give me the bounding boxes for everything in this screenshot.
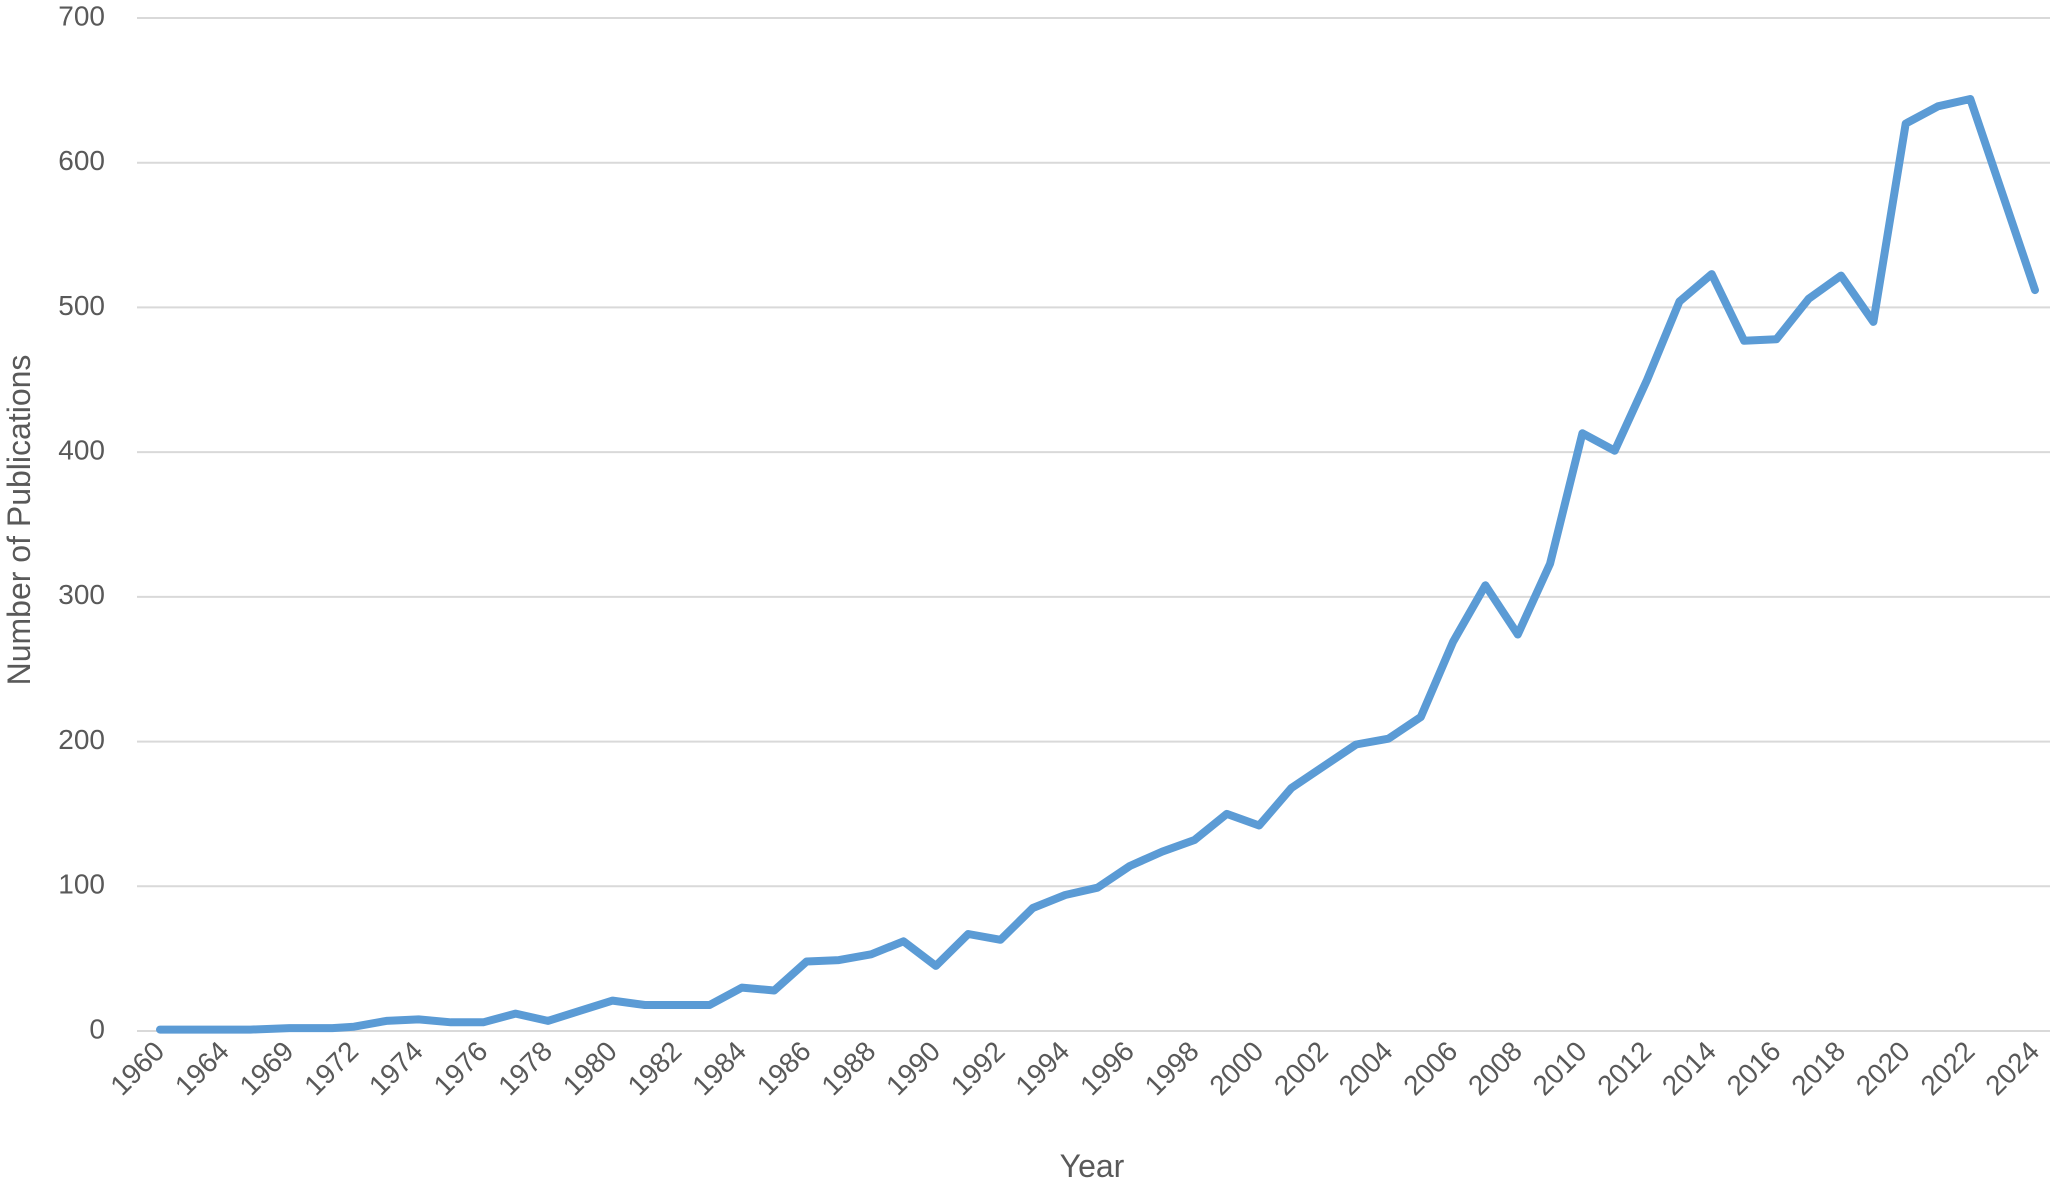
x-tick-label: 1988 [815,1035,881,1101]
x-tick-label: 2010 [1527,1035,1593,1101]
x-axis-ticks: 1960196419691972197419761978198019821984… [104,1035,2045,1101]
x-tick-label: 1960 [104,1035,170,1101]
x-tick-label: 1969 [234,1035,300,1101]
x-tick-label: 2018 [1785,1035,1851,1101]
x-tick-label: 1972 [298,1035,364,1101]
series-line [156,95,2039,1034]
y-tick-label: 100 [58,869,105,900]
x-tick-label: 2016 [1721,1035,1787,1101]
x-tick-label: 1974 [363,1035,429,1101]
x-tick-label: 1980 [557,1035,623,1101]
x-tick-label: 1990 [880,1035,946,1101]
x-tick-label: 2006 [1397,1035,1463,1101]
x-tick-label: 2020 [1850,1035,1916,1101]
y-axis-title: Number of Publications [1,355,37,686]
x-tick-label: 1984 [686,1035,752,1101]
x-tick-label: 2004 [1333,1035,1399,1101]
y-tick-label: 0 [89,1013,105,1044]
x-tick-label: 1998 [1139,1035,1205,1101]
x-tick-label: 1982 [622,1035,688,1101]
x-tick-label: 1964 [169,1035,235,1101]
y-tick-label: 200 [58,724,105,755]
y-tick-label: 600 [58,145,105,176]
x-tick-label: 2022 [1915,1035,1981,1101]
x-tick-label: 2002 [1268,1035,1334,1101]
gridlines [137,17,2050,1032]
x-tick-label: 1986 [751,1035,817,1101]
x-tick-label: 2008 [1462,1035,1528,1101]
x-tick-label: 2024 [1979,1035,2045,1101]
y-tick-label: 700 [58,0,105,31]
x-tick-label: 2012 [1591,1035,1657,1101]
y-tick-label: 400 [58,435,105,466]
x-tick-label: 1976 [428,1035,494,1101]
x-tick-label: 1996 [1074,1035,1140,1101]
x-tick-label: 2014 [1656,1035,1722,1101]
x-tick-label: 1994 [1009,1035,1075,1101]
x-tick-label: 1978 [492,1035,558,1101]
y-tick-label: 300 [58,579,105,610]
x-axis-title: Year [1060,1148,1125,1184]
x-tick-label: 1992 [945,1035,1011,1101]
x-tick-label: 2000 [1203,1035,1269,1101]
y-tick-label: 500 [58,290,105,321]
y-axis-ticks: 0 100 200 300 400 500 600 700 [58,0,105,1044]
